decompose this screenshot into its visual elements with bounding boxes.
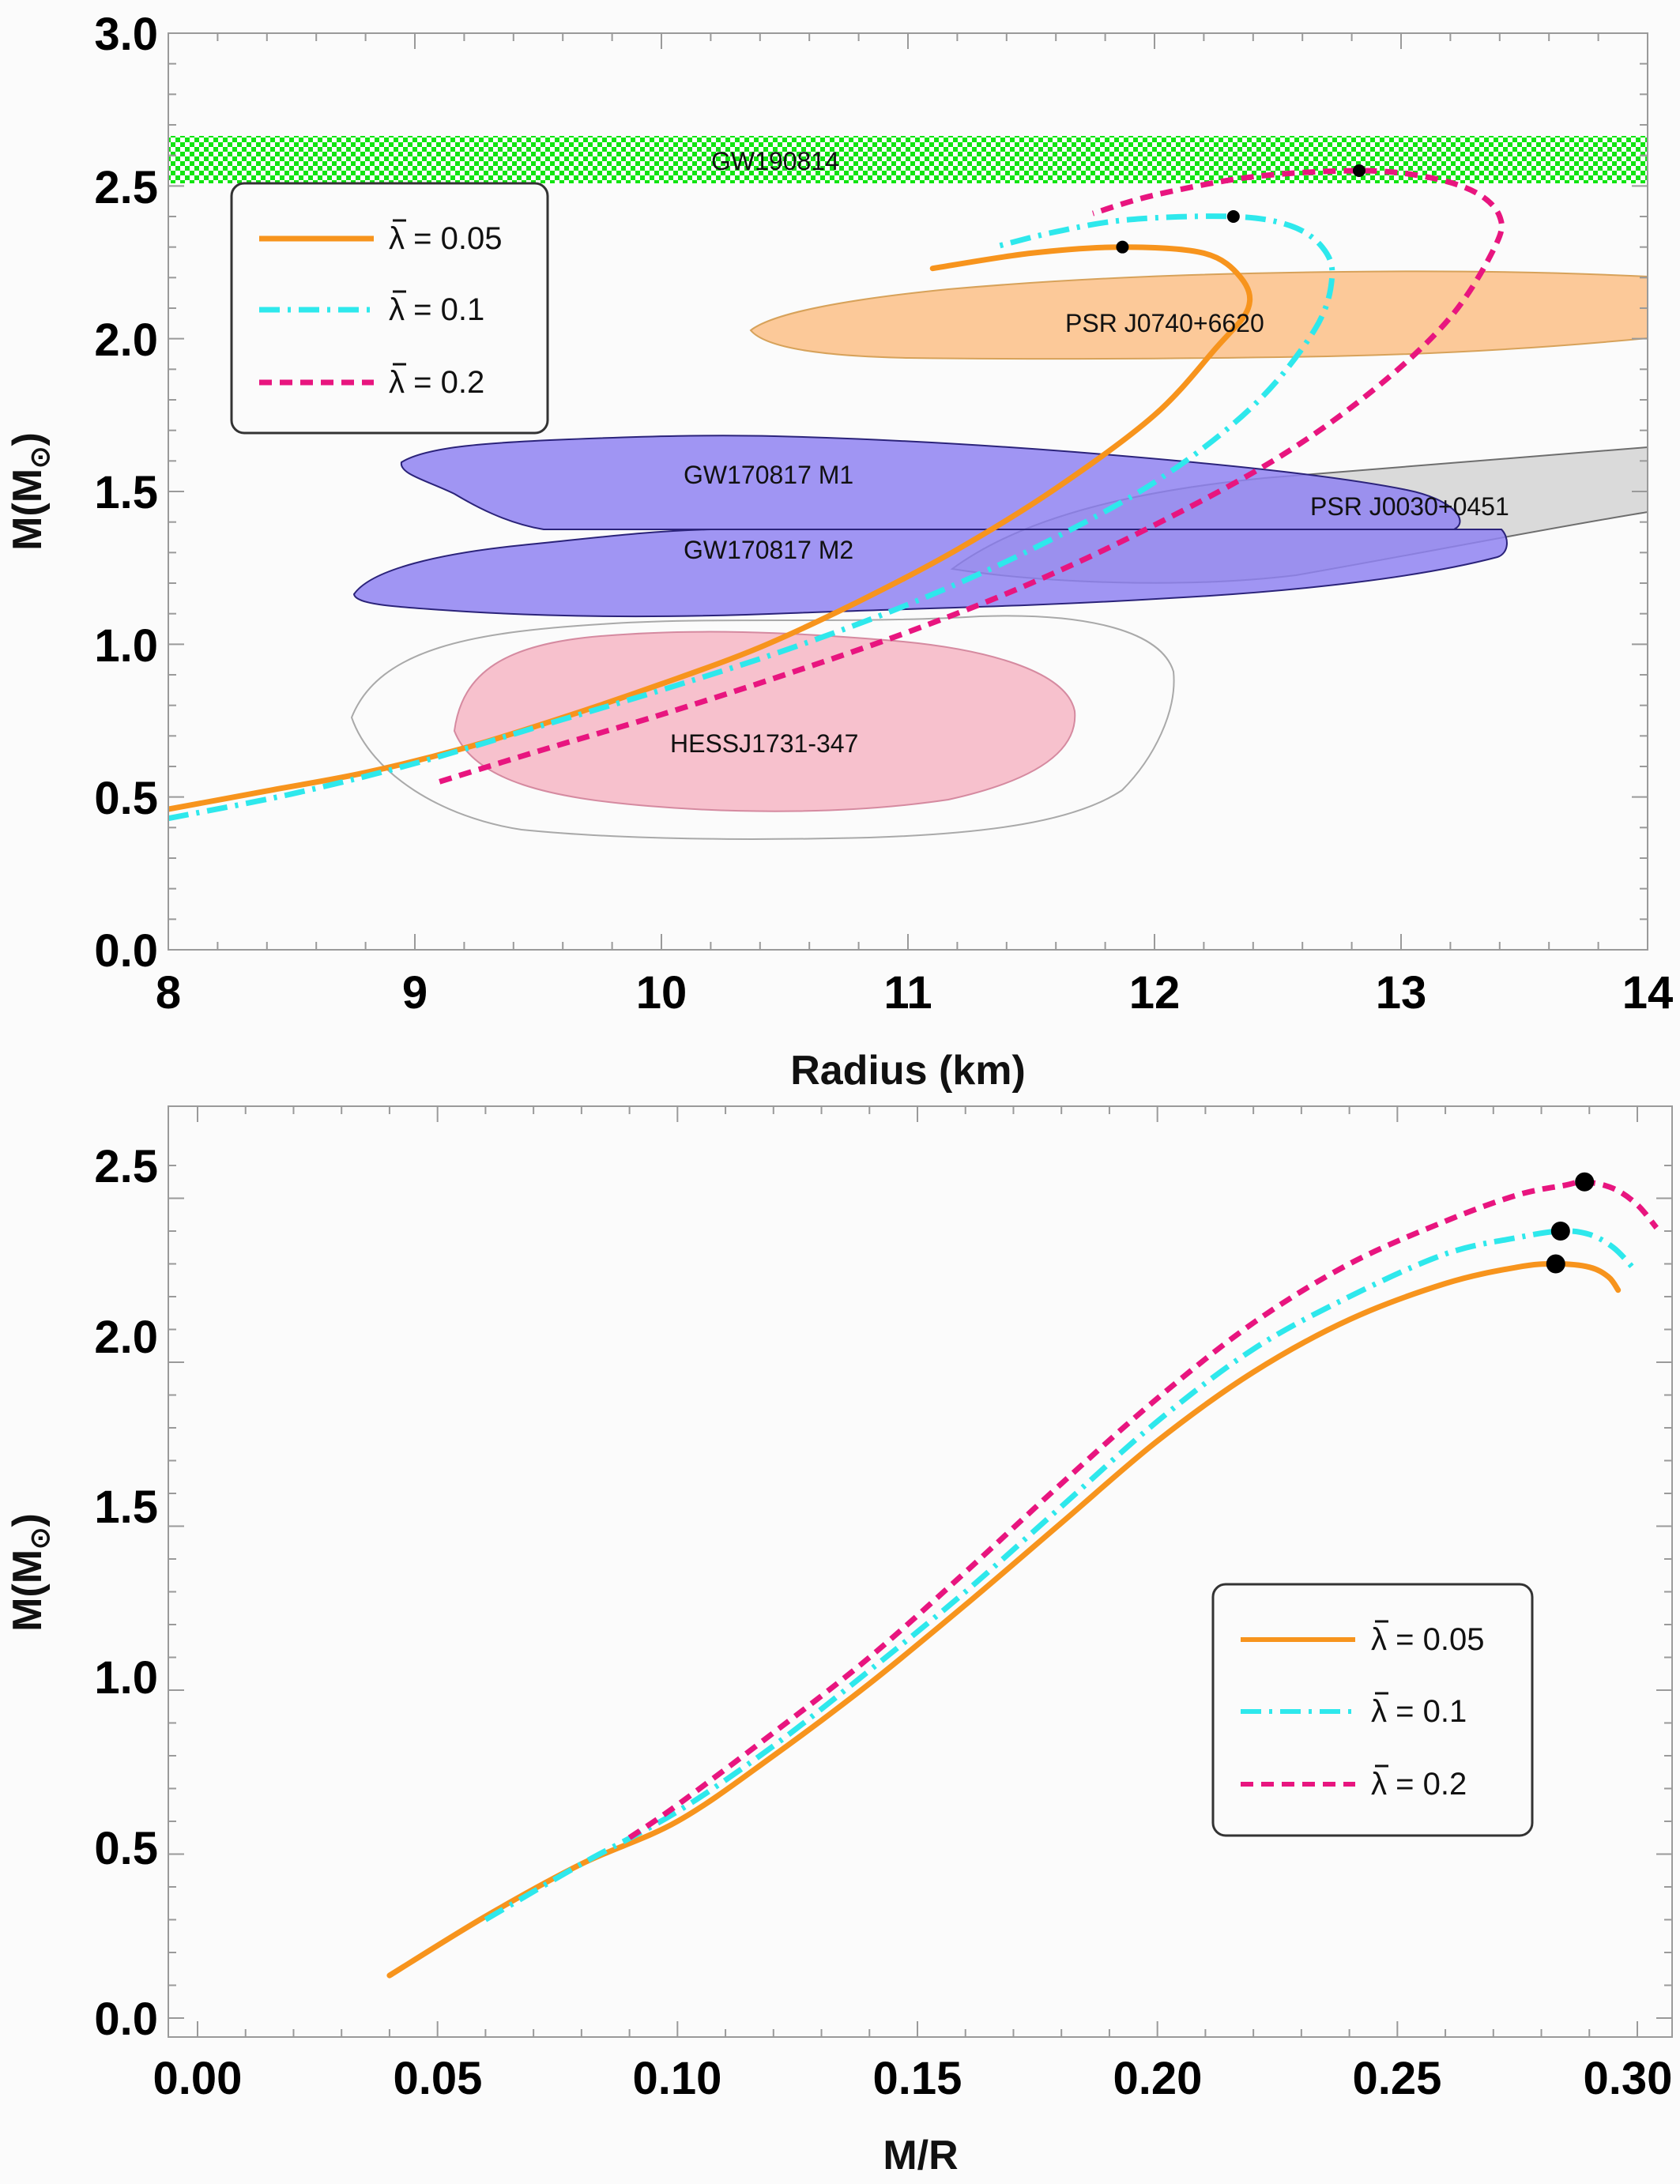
top-xtick-6: 14	[1622, 967, 1674, 1019]
curve-lambda-0.2	[627, 1179, 1659, 1840]
top-xtick-2: 10	[636, 967, 687, 1019]
top-ytick-2: 1.0	[94, 620, 158, 672]
top-legend-label-lambda-0.05: λ = 0.05	[389, 221, 502, 256]
label-gw170817-m1: GW170817 M1	[684, 461, 853, 489]
top-x-axis-label: Radius (km)	[790, 1048, 1026, 1094]
top-xtick-0: 8	[156, 967, 181, 1019]
bottom-xtick-6: 0.30	[1584, 2053, 1673, 2104]
bottom-x-tick-labels: 0.00 0.05 0.10 0.15 0.20 0.25 0.30	[153, 2053, 1673, 2104]
bottom-axis-ticks	[168, 1106, 1672, 2037]
top-legend-label-lambda-0.1: λ = 0.1	[389, 292, 484, 327]
top-ytick-6: 3.0	[94, 9, 158, 60]
top-ytick-0: 0.0	[94, 925, 158, 977]
max-mass-point-lambda-0.1	[1550, 1222, 1570, 1241]
top-xtick-1: 9	[402, 967, 428, 1019]
gw190814-band	[168, 136, 1648, 183]
curve-lambda-0.05	[386, 1261, 1622, 1979]
bottom-ytick-1: 0.5	[94, 1823, 158, 1874]
bottom-legend-box	[1211, 1583, 1534, 1837]
bottom-xtick-1: 0.05	[394, 2053, 483, 2104]
max-mass-point-lambda-0.05	[1116, 240, 1129, 254]
top-x-tick-labels: 8 9 10 11 12 13 14	[156, 967, 1673, 1019]
label-psr-j0740: PSR J0740+6620	[1065, 309, 1264, 337]
top-xtick-4: 12	[1129, 967, 1181, 1019]
bottom-xtick-4: 0.20	[1113, 2053, 1203, 2104]
bottom-xtick-0: 0.00	[153, 2053, 243, 2104]
label-gw170817-m2: GW170817 M2	[684, 536, 853, 564]
bottom-legend-label-lambda-0.1: λ = 0.1	[1371, 1694, 1467, 1729]
bottom-ytick-5: 2.5	[94, 1141, 158, 1192]
label-gw190814: GW190814	[711, 147, 839, 175]
top-y-axis-label: M(M⊙)	[5, 432, 55, 551]
bottom-legend: λ = 0.05 λ = 0.1 λ = 0.2	[1211, 1583, 1534, 1837]
top-xtick-3: 11	[883, 967, 932, 1019]
top-ytick-1: 0.5	[94, 773, 158, 824]
top-ytick-5: 2.5	[94, 162, 158, 213]
bottom-legend-label-lambda-0.2: λ = 0.2	[1371, 1767, 1467, 1802]
top-plot-area: GW190814 PSR J0740+6620 GW170817 M1 GW17…	[168, 33, 1648, 950]
label-psr-j0030: PSR J0030+0451	[1310, 492, 1509, 521]
bottom-legend-label-lambda-0.05: λ = 0.05	[1371, 1622, 1484, 1657]
label-hess: HESSJ1731-347	[670, 729, 858, 758]
bottom-xtick-2: 0.10	[633, 2053, 722, 2104]
top-axis-ticks	[168, 32, 1648, 951]
bottom-panel: 0.0 0.5 1.0 1.5 2.0 2.5 0.00 0.05 0.10 0…	[5, 1105, 1673, 2178]
top-ytick-3: 1.5	[94, 467, 158, 518]
bottom-x-axis-label: M/R	[883, 2133, 958, 2178]
bottom-xtick-3: 0.15	[873, 2053, 962, 2104]
top-ytick-4: 2.0	[94, 314, 158, 366]
bottom-ytick-0: 0.0	[94, 1994, 158, 2045]
hess-outer-contour	[350, 615, 1175, 840]
bottom-y-tick-labels: 0.0 0.5 1.0 1.5 2.0 2.5	[94, 1141, 158, 2045]
max-mass-point-lambda-0.2	[1352, 164, 1365, 177]
max-mass-point-lambda-0.1	[1226, 210, 1240, 223]
gw170817-m2-region	[352, 529, 1508, 618]
bottom-ytick-4: 2.0	[94, 1312, 158, 1363]
max-mass-point-lambda-0.2	[1575, 1172, 1595, 1192]
bottom-plot-frame	[168, 1105, 1673, 2038]
hess-inner-region	[453, 631, 1076, 812]
top-panel: GW190814 PSR J0740+6620 GW170817 M1 GW17…	[5, 9, 1673, 1094]
bottom-xtick-5: 0.25	[1353, 2053, 1442, 2104]
psr-j0740-region	[749, 270, 1648, 360]
curve-lambda-0.05	[168, 244, 1253, 812]
max-mass-point-lambda-0.05	[1546, 1254, 1565, 1274]
bottom-ytick-3: 1.5	[94, 1482, 158, 1533]
top-y-tick-labels: 0.0 0.5 1.0 1.5 2.0 2.5 3.0	[94, 9, 158, 977]
top-legend-box	[230, 182, 549, 435]
top-legend-label-lambda-0.2: λ = 0.2	[389, 365, 484, 400]
bottom-y-axis-label: M(M⊙)	[5, 1513, 55, 1632]
top-xtick-5: 13	[1376, 967, 1427, 1019]
bottom-ytick-2: 1.0	[94, 1652, 158, 1704]
top-legend: λ = 0.05 λ = 0.1 λ = 0.2	[230, 182, 549, 435]
bottom-plot-area	[386, 1172, 1659, 1979]
